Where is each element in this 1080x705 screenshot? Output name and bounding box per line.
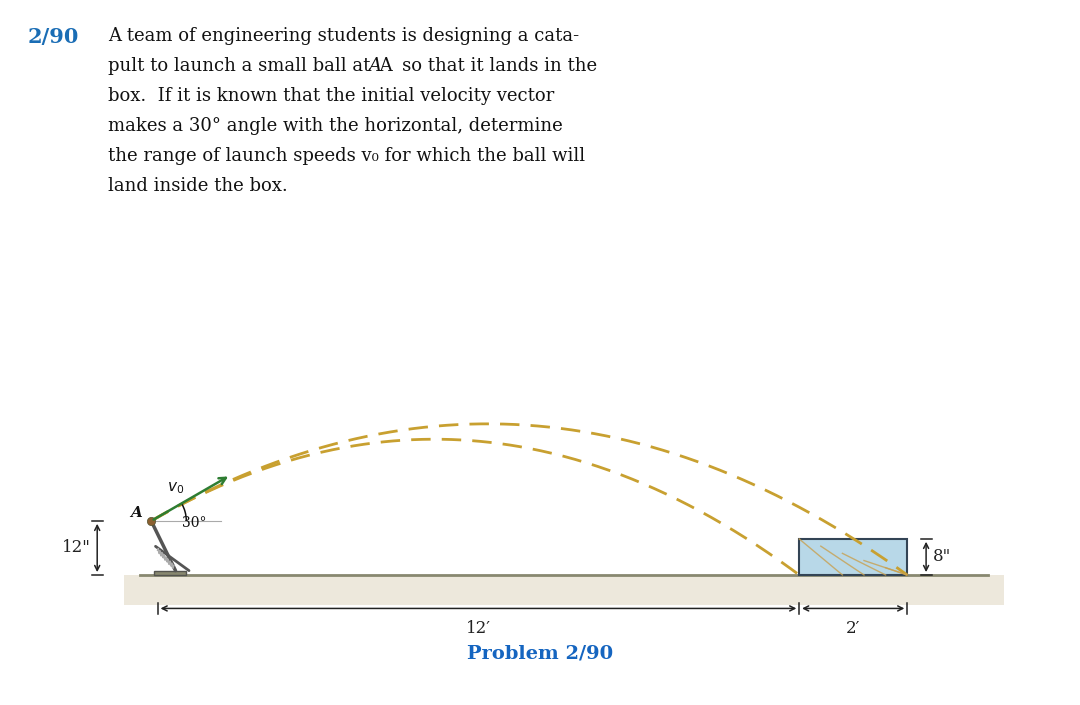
- Text: 2′: 2′: [846, 620, 861, 637]
- Text: box.  If it is known that the initial velocity vector: box. If it is known that the initial vel…: [108, 87, 554, 105]
- Text: A: A: [368, 57, 381, 75]
- Polygon shape: [124, 575, 1004, 605]
- Text: 8": 8": [932, 548, 950, 565]
- Bar: [799, 539, 907, 575]
- Text: A: A: [131, 505, 143, 520]
- Text: makes a 30° angle with the horizontal, determine: makes a 30° angle with the horizontal, d…: [108, 117, 563, 135]
- Text: 12": 12": [62, 539, 91, 556]
- Text: 12′: 12′: [465, 620, 491, 637]
- Text: 30°: 30°: [183, 517, 206, 530]
- Text: 2/90: 2/90: [28, 27, 79, 47]
- Text: A team of engineering students is designing a cata-: A team of engineering students is design…: [108, 27, 579, 45]
- Text: land inside the box.: land inside the box.: [108, 177, 287, 195]
- Text: Problem 2/90: Problem 2/90: [467, 644, 613, 662]
- Text: the range of launch speeds v₀ for which the ball will: the range of launch speeds v₀ for which …: [108, 147, 585, 165]
- Text: pult to launch a small ball at  A  so that it lands in the: pult to launch a small ball at A so that…: [108, 57, 597, 75]
- Polygon shape: [153, 570, 186, 575]
- Text: $v_0$: $v_0$: [167, 480, 184, 496]
